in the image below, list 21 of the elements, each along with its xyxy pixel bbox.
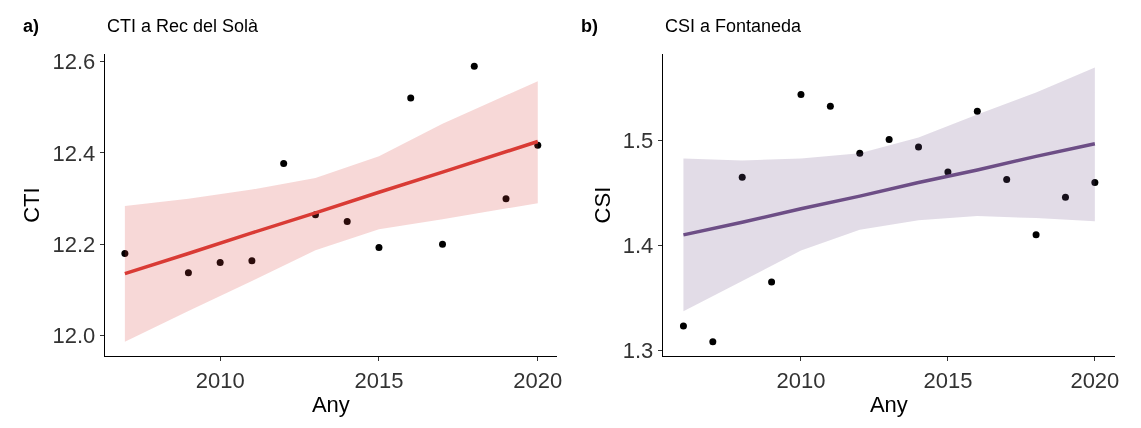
text: a) [23,16,40,36]
x-tick-label: 2020 [513,367,563,393]
x-tick-label: 2020 [1070,367,1120,393]
text: b) [581,16,598,36]
x-tick-label: 2015 [923,367,973,393]
y-axis-title: CTI [19,187,45,223]
x-axis-title: Any [311,391,350,417]
x-tick-label: 2015 [354,367,404,393]
x-tick-label: 2010 [195,367,245,393]
x-tick-label: 2010 [776,367,826,393]
chart-title: CTI a Rec del Solà [107,16,260,36]
y-tick-label: 1.5 [622,128,654,154]
y-tick-label: 12.2 [52,232,96,258]
y-tick-label: 12.6 [52,49,96,75]
y-axis-title: CSI [589,186,615,224]
x-axis-title: Any [869,391,908,417]
y-tick-label: 1.4 [622,233,654,259]
y-tick-label: 12.4 [52,140,96,166]
y-tick-label: 1.3 [622,337,654,363]
y-tick-label: 12.0 [52,323,96,349]
chart-title: CSI a Fontaneda [665,16,803,36]
